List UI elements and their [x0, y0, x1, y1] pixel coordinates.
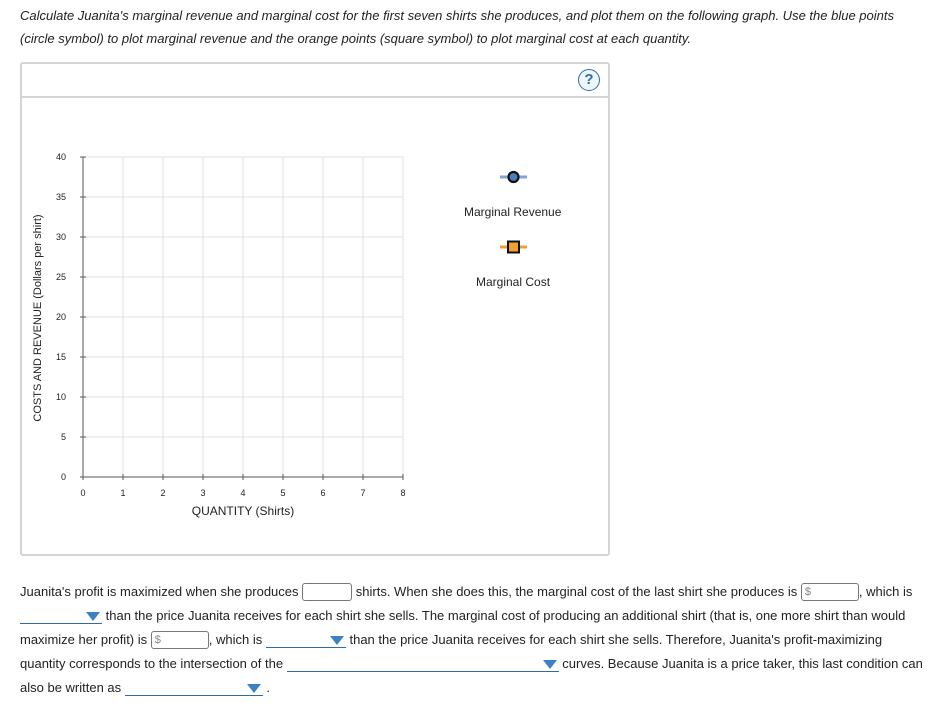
grid — [83, 156, 404, 477]
axes — [80, 156, 404, 480]
x-axis-label: QUANTITY (Shirts) — [192, 504, 294, 518]
y-tick-label: 35 — [56, 192, 66, 202]
question-text-7: than the price Juanita receives for each… — [20, 632, 883, 671]
y-tick-label: 0 — [61, 472, 66, 482]
question-text-9: . — [266, 680, 271, 695]
x-tick-label: 2 — [160, 488, 165, 498]
y-tick-label: 20 — [56, 312, 66, 322]
help-icon[interactable]: ? — [578, 69, 600, 91]
dollar-sign-2: $ — [154, 633, 161, 646]
marginal-revenue-circle-icon[interactable] — [507, 170, 520, 184]
y-tick-label: 40 — [56, 152, 66, 162]
chevron-down-icon — [542, 659, 557, 669]
marginal-cost-legend-label: Marginal Cost — [476, 275, 551, 289]
x-tick-label: 0 — [80, 488, 85, 498]
chevron-down-icon — [246, 683, 261, 693]
x-tick-label: 6 — [320, 488, 325, 498]
question-text-5: than the price Juanita receives for each… — [20, 608, 906, 647]
y-axis-label: COSTS AND REVENUE (Dollars per shirt) — [32, 214, 44, 421]
y-tick-label: 30 — [56, 232, 66, 242]
question-text-8: curves. Because Juanita is a price taker… — [20, 656, 923, 695]
x-tick-label: 1 — [120, 488, 125, 498]
condition-dropdown[interactable] — [124, 678, 263, 696]
graph-canvas[interactable]: 0 1 2 3 4 5 6 7 8 0 5 10 15 20 25 30 35 40 QUANTITY (Shir… — [22, 64, 608, 554]
marginal-cost-last-shirt-input[interactable]: $ — [800, 582, 859, 601]
comparison-dropdown-1[interactable] — [20, 606, 102, 624]
y-tick-label: 10 — [56, 392, 66, 402]
curves-dropdown[interactable] — [286, 654, 559, 672]
question-text-3: , — [858, 584, 863, 599]
x-tick-label: 7 — [360, 488, 365, 498]
marginal-revenue-legend-label: Marginal Revenue — [464, 205, 562, 219]
question-paragraph: Juanita's profit is maximized when she p… — [20, 580, 930, 700]
y-tick-label: 15 — [56, 352, 66, 362]
question-text-2: shirts. When she does this, the marginal… — [355, 584, 798, 599]
x-tick-label: 3 — [200, 488, 205, 498]
marginal-revenue-tool[interactable] — [500, 170, 527, 184]
marginal-cost-tool[interactable] — [500, 240, 527, 254]
question-text-1: Juanita's profit is maximized when she p… — [20, 584, 299, 599]
profit-max-quantity-input[interactable] — [302, 582, 353, 601]
comparison-dropdown-2[interactable] — [265, 630, 346, 648]
marginal-cost-additional-shirt-input[interactable]: $ — [150, 630, 209, 649]
chevron-down-icon — [86, 611, 100, 621]
x-tick-label: 4 — [240, 488, 245, 498]
dollar-sign-1: $ — [804, 585, 812, 598]
y-tick-label: 5 — [61, 432, 66, 442]
graph-toolbar: ? — [22, 64, 608, 98]
graph-panel: ? 0 1 2 3 4 5 6 7 8 0 5 10 15 20 25 30 35 40 QUANTITY (Sh… — [20, 62, 610, 556]
question-text-6: , which is — [208, 632, 263, 647]
chevron-down-icon — [329, 635, 344, 645]
marginal-cost-square-icon[interactable] — [507, 240, 520, 254]
instructions-text: Calculate Juanita's marginal revenue and… — [20, 8, 894, 46]
tick-labels: 0 1 2 3 4 5 6 7 8 0 5 10 15 20 25 30 35 40 — [56, 152, 406, 498]
x-tick-label: 8 — [400, 488, 405, 498]
y-tick-label: 25 — [56, 272, 66, 282]
question-text-4: which is — [866, 584, 913, 599]
x-tick-label: 5 — [280, 488, 285, 498]
